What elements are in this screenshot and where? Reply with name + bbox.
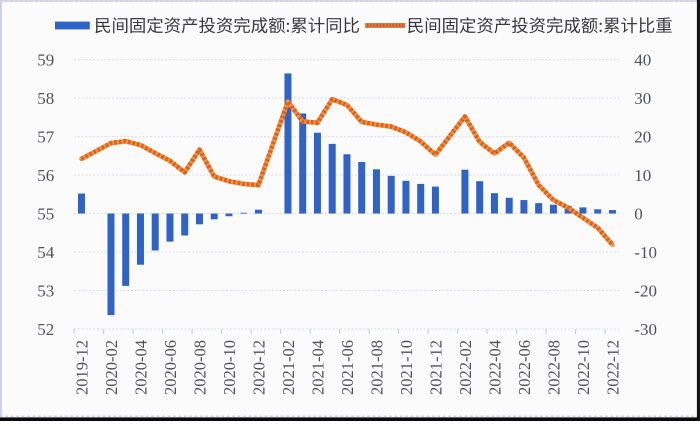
svg-text:2020-04: 2020-04 bbox=[132, 340, 151, 395]
svg-text:2021-08: 2021-08 bbox=[368, 340, 387, 395]
svg-text:0: 0 bbox=[634, 205, 643, 224]
svg-text:2022-02: 2022-02 bbox=[456, 340, 475, 395]
svg-text:52: 52 bbox=[37, 320, 54, 339]
svg-text:-10: -10 bbox=[634, 243, 657, 262]
svg-text:58: 58 bbox=[37, 89, 54, 108]
svg-text:20: 20 bbox=[634, 128, 651, 147]
svg-text:2022-12: 2022-12 bbox=[604, 340, 623, 395]
svg-text:10: 10 bbox=[634, 166, 651, 185]
svg-text:53: 53 bbox=[37, 282, 54, 301]
svg-text:54: 54 bbox=[37, 243, 55, 262]
svg-text:30: 30 bbox=[634, 89, 651, 108]
svg-text:2021-06: 2021-06 bbox=[338, 340, 357, 395]
svg-text:2022-04: 2022-04 bbox=[486, 340, 505, 395]
svg-text:-20: -20 bbox=[634, 282, 657, 301]
svg-text:2020-02: 2020-02 bbox=[102, 340, 121, 395]
svg-text:56: 56 bbox=[37, 166, 54, 185]
svg-text:2022-10: 2022-10 bbox=[574, 340, 593, 395]
svg-text:2019-12: 2019-12 bbox=[73, 340, 92, 395]
svg-text:-30: -30 bbox=[634, 320, 657, 339]
svg-text:2022-08: 2022-08 bbox=[545, 340, 564, 395]
svg-text:2020-10: 2020-10 bbox=[220, 340, 239, 395]
svg-text:57: 57 bbox=[37, 128, 55, 147]
svg-text:2020-12: 2020-12 bbox=[250, 340, 269, 395]
svg-text:59: 59 bbox=[37, 51, 54, 70]
svg-text:2020-06: 2020-06 bbox=[161, 340, 180, 395]
svg-text:2022-06: 2022-06 bbox=[515, 340, 534, 395]
svg-text:40: 40 bbox=[634, 51, 651, 70]
svg-text:2021-04: 2021-04 bbox=[309, 340, 328, 395]
svg-text:2021-02: 2021-02 bbox=[279, 340, 298, 395]
svg-text:2020-08: 2020-08 bbox=[191, 340, 210, 395]
svg-text:2021-10: 2021-10 bbox=[397, 340, 416, 395]
svg-text:2021-12: 2021-12 bbox=[427, 340, 446, 395]
svg-text:55: 55 bbox=[37, 205, 54, 224]
